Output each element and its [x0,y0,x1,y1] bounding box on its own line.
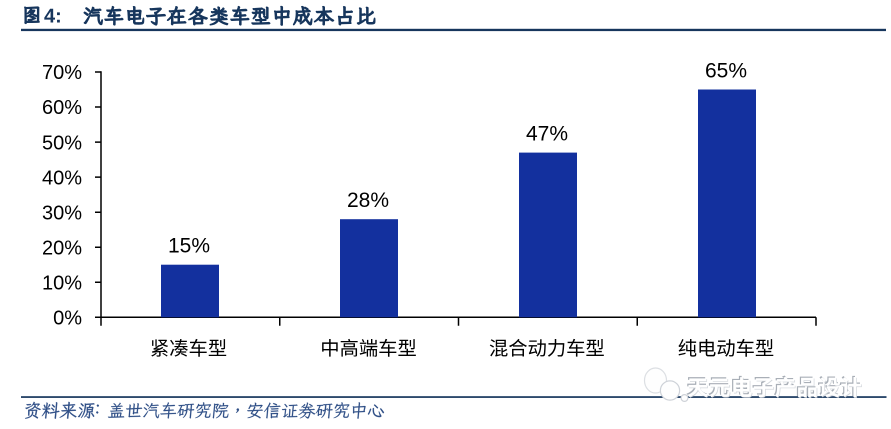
svg-text:60%: 60% [42,97,82,119]
svg-text:30%: 30% [42,202,82,224]
svg-text:70%: 70% [42,62,82,84]
svg-text:65%: 65% [705,60,747,83]
svg-text:40%: 40% [42,167,82,189]
svg-text:50%: 50% [42,132,82,154]
svg-text:15%: 15% [168,235,210,258]
svg-text:28%: 28% [347,189,389,212]
svg-text:0%: 0% [53,308,82,330]
svg-text:10%: 10% [42,272,82,294]
svg-text:20%: 20% [42,237,82,259]
svg-text:47%: 47% [526,123,568,146]
